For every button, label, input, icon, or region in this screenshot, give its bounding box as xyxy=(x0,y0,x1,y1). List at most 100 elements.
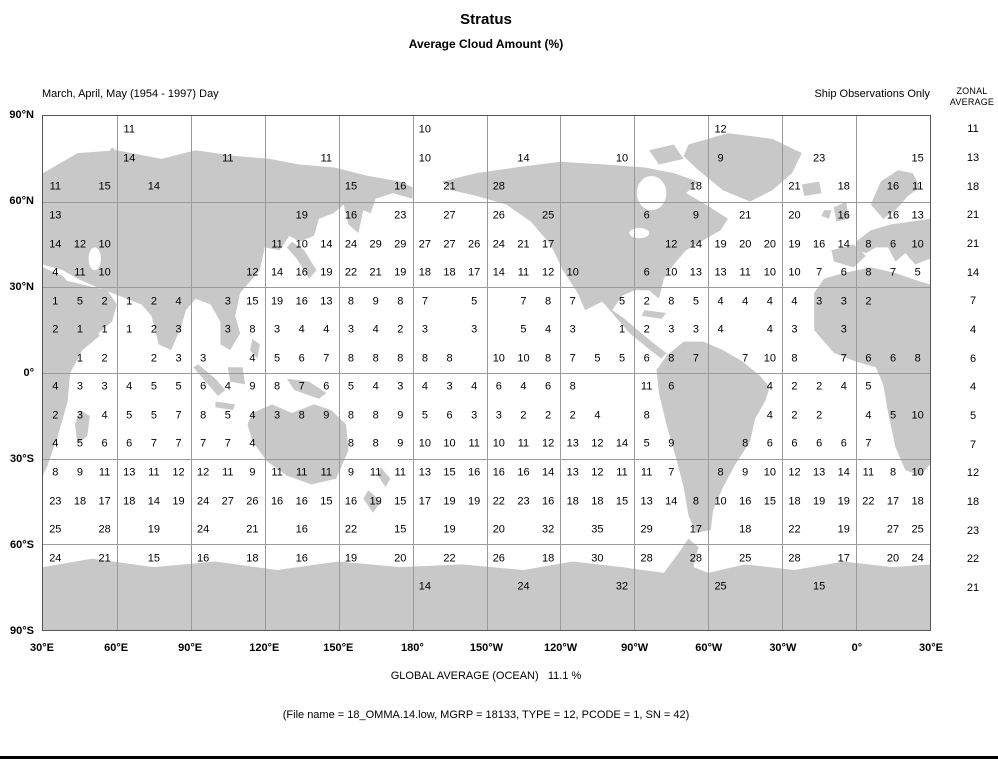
x-tick-label: 30°E xyxy=(919,642,943,654)
cell-value: 35 xyxy=(591,523,604,536)
cell-value: 25 xyxy=(911,523,924,536)
cell-value: 5 xyxy=(889,409,897,422)
landmass-greenland xyxy=(683,133,802,202)
cell-value: 4 xyxy=(594,409,601,422)
cell-value: 2 xyxy=(150,352,157,365)
cell-value: 21 xyxy=(443,180,456,193)
cell-value: 4 xyxy=(52,266,59,279)
cell-value: 4 xyxy=(840,380,847,393)
cell-value: 18 xyxy=(246,552,259,565)
cell-value: 22 xyxy=(344,266,358,279)
cell-value: 21 xyxy=(246,523,259,536)
cell-value: 11 xyxy=(394,466,406,479)
cell-value: 11 xyxy=(98,466,111,479)
cell-value: 18 xyxy=(541,552,555,565)
cell-value: 13 xyxy=(813,466,826,479)
zonal-average-value: 13 xyxy=(966,152,980,164)
cell-value: 4 xyxy=(52,380,59,393)
cell-value: 16 xyxy=(517,466,530,479)
cell-value: 8 xyxy=(446,352,453,365)
cell-value: 18 xyxy=(443,266,456,279)
cell-value: 4 xyxy=(766,323,773,336)
cell-value: 8 xyxy=(347,409,355,422)
cell-value: 2 xyxy=(397,323,404,336)
cell-value: 8 xyxy=(397,295,404,308)
cell-value: 1 xyxy=(618,323,626,336)
cell-value: 20 xyxy=(739,238,752,250)
cell-value: 9 xyxy=(397,409,404,422)
cell-value: 8 xyxy=(249,323,256,336)
cell-value: 14 xyxy=(147,495,160,507)
cell-value: 8 xyxy=(914,352,921,365)
landmass-africa-west xyxy=(814,267,930,476)
cell-value: 11 xyxy=(517,266,530,279)
cell-value: 8 xyxy=(569,380,576,393)
cell-value: 23 xyxy=(394,209,407,222)
cell-value: 8 xyxy=(347,352,355,365)
cell-value: 21 xyxy=(517,238,530,250)
cell-value: 15 xyxy=(615,495,629,507)
cell-value: 2 xyxy=(150,323,157,336)
cell-value: 19 xyxy=(270,295,284,308)
cell-value: 18 xyxy=(591,495,604,507)
zonal-average-value: 5 xyxy=(969,410,977,422)
cell-value: 13 xyxy=(566,437,579,450)
cell-value: 10 xyxy=(517,352,530,365)
cell-value: 13 xyxy=(49,209,62,222)
cell-value: 18 xyxy=(911,495,924,507)
cell-value: 10 xyxy=(763,266,776,279)
cell-value: 10 xyxy=(492,437,505,450)
zonal-average-value: 6 xyxy=(969,352,977,365)
cell-value: 18 xyxy=(73,495,87,507)
cell-value: 12 xyxy=(788,466,801,479)
cell-value: 24 xyxy=(492,238,505,250)
cell-value: 4 xyxy=(421,380,428,393)
cell-value: 11 xyxy=(739,266,751,279)
zonal-average-value: 18 xyxy=(966,180,980,193)
cell-value: 8 xyxy=(347,295,355,308)
x-tick-label: 30°W xyxy=(769,642,797,654)
cell-value: 8 xyxy=(865,266,872,279)
cell-value: 11 xyxy=(295,466,308,479)
cell-value: 22 xyxy=(443,552,456,565)
landmass-madagascar xyxy=(75,410,90,445)
grid-line-horizontal xyxy=(43,458,930,460)
cell-value: 2 xyxy=(52,409,59,422)
cell-value: 4 xyxy=(766,295,773,308)
cell-value: 5 xyxy=(126,409,133,422)
cell-value: 5 xyxy=(643,437,650,450)
cell-value: 16 xyxy=(295,266,308,279)
cell-value: 19 xyxy=(468,495,481,507)
cell-value: 2 xyxy=(791,409,798,422)
cell-value: 15 xyxy=(763,495,776,507)
y-tick-label: 30°S xyxy=(10,453,34,465)
grid-lines-layer xyxy=(43,116,930,630)
cell-value: 4 xyxy=(545,323,552,336)
cell-value: 32 xyxy=(541,523,555,536)
cell-value: 19 xyxy=(813,495,826,507)
cell-value: 11 xyxy=(320,466,333,479)
cell-value: 8 xyxy=(545,295,552,308)
cell-value: 24 xyxy=(197,495,210,507)
cell-value: 24 xyxy=(197,523,210,536)
cell-value: 4 xyxy=(520,380,527,393)
cell-value: 12 xyxy=(591,437,604,450)
cell-value: 5 xyxy=(175,380,182,393)
cell-value: 4 xyxy=(865,409,872,422)
cell-value: 16 xyxy=(344,495,358,507)
cell-value: 5 xyxy=(914,266,921,279)
cell-value: 3 xyxy=(840,295,847,308)
cell-value: 13 xyxy=(911,209,924,222)
cell-value: 5 xyxy=(618,295,626,308)
cell-value: 11 xyxy=(148,466,160,479)
cell-value: 17 xyxy=(418,495,432,507)
cell-value: 9 xyxy=(372,295,379,308)
cell-value: 8 xyxy=(668,295,675,308)
cell-value: 3 xyxy=(791,323,798,336)
cell-value: 3 xyxy=(471,323,478,336)
cell-value: 13 xyxy=(714,266,727,279)
cell-value: 10 xyxy=(763,466,776,479)
zonal-average-value: 21 xyxy=(966,582,980,594)
cell-value: 8 xyxy=(274,380,281,393)
cell-value: 5 xyxy=(224,409,231,422)
